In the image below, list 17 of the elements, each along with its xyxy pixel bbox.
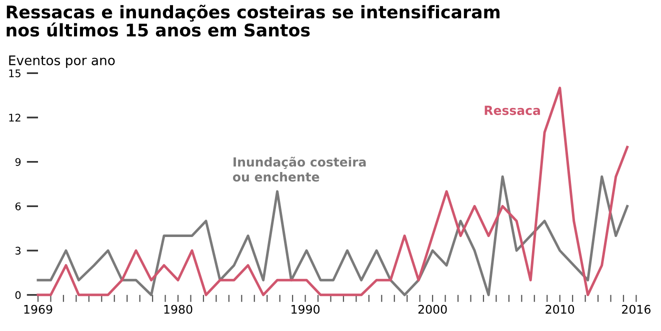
text: Inundação costeira ou enchente: [232, 156, 366, 182]
series-label: Ressaca: [484, 106, 540, 116]
y-tick-label: 0: [15, 291, 21, 300]
y-tick-label: 6: [15, 202, 21, 210]
y-tick-label: 3: [16, 246, 21, 255]
x-tick-label: 1990: [292, 304, 320, 314]
y-tick-label: 12: [9, 114, 20, 122]
y-axis-title: Eventos por ano: [9, 55, 115, 68]
line-series: [36, 86, 629, 296]
x-tick-label: 2000: [418, 304, 447, 314]
y-tick-label: 15: [9, 70, 20, 78]
x-tick-label: 1969: [24, 304, 52, 314]
chart-title: Ressacas e inundações costeiras se intensificaram nos últimos 15 anos em Santos: [6, 4, 500, 37]
x-tick-label: 2016: [622, 304, 650, 314]
x-tick-label: 1980: [164, 304, 192, 314]
x-tick-label: 2010: [546, 304, 574, 314]
y-tick-label: 9: [15, 158, 21, 166]
